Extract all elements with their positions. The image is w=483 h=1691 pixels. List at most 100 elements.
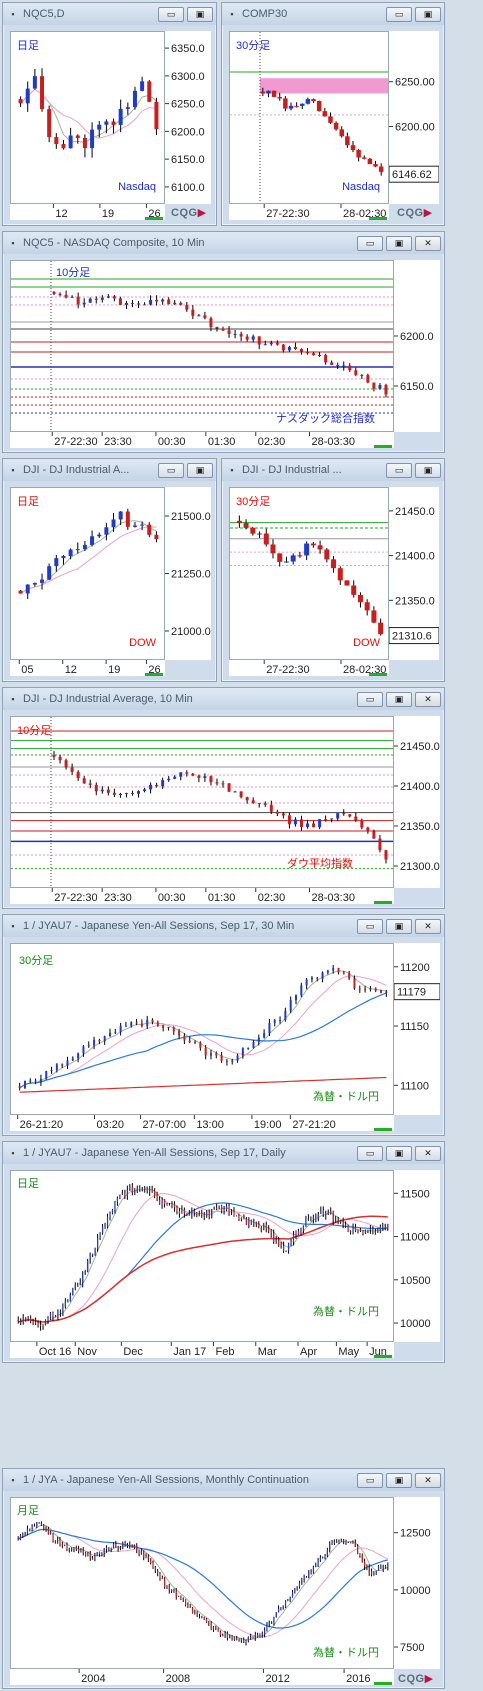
- restore-button[interactable]: ▣: [386, 691, 412, 707]
- chart-plot[interactable]: 10分足 ナスダック総合指数: [10, 260, 394, 432]
- moving-average-line: [17, 1524, 389, 1641]
- time-tick-label: 00:30: [158, 436, 186, 448]
- window-menu-icon[interactable]: ▪: [11, 1475, 15, 1485]
- candle-body: [359, 1553, 361, 1556]
- titlebar[interactable]: ▪ COMP30 ▭ ▣: [222, 3, 444, 25]
- candlestick-chart: [18, 508, 159, 600]
- time-tick-label: Feb: [216, 1346, 235, 1358]
- close-button[interactable]: ✕: [415, 1145, 441, 1161]
- time-tick-label: 23:30: [104, 436, 132, 448]
- chart-label-timeframe: 月足: [17, 1505, 39, 1517]
- minimize-button[interactable]: ▭: [357, 918, 383, 934]
- candle-body: [288, 105, 294, 109]
- restore-button[interactable]: ▣: [415, 462, 441, 478]
- titlebar[interactable]: ▪ 1 / JYAU7 - Japanese Yen-All Sessions,…: [3, 915, 444, 937]
- candle-body: [352, 1227, 354, 1231]
- minimize-button[interactable]: ▭: [158, 462, 184, 478]
- minimize-button[interactable]: ▭: [357, 1472, 383, 1488]
- window-menu-icon[interactable]: ▪: [11, 238, 15, 248]
- price-axis: 6250.00 6200.00 6146.62: [389, 31, 439, 204]
- minimize-button[interactable]: ▭: [386, 6, 412, 22]
- chart-plot[interactable]: 日足 Nasdaq: [10, 31, 165, 204]
- price-tick-label: 11000: [400, 1232, 430, 1244]
- candle-body: [50, 1069, 53, 1072]
- candle-body: [203, 776, 207, 778]
- close-button[interactable]: ✕: [415, 691, 441, 707]
- titlebar[interactable]: ▪ NQC5 - NASDAQ Composite, 10 Min ▭ ▣ ✕: [3, 232, 444, 254]
- chart-plot[interactable]: 月足 為替・ドル円: [10, 1497, 394, 1669]
- candle-body: [144, 1187, 146, 1190]
- titlebar[interactable]: ▪ DJI - DJ Industrial Average, 10 Min ▭ …: [3, 688, 444, 710]
- window-menu-icon[interactable]: ▪: [11, 465, 15, 475]
- titlebar[interactable]: ▪ DJI - DJ Industrial ... ▭ ▣: [222, 459, 444, 481]
- close-button[interactable]: ✕: [415, 918, 441, 934]
- titlebar[interactable]: ▪ 1 / JYAU7 - Japanese Yen-All Sessions,…: [3, 1142, 444, 1164]
- minimize-button[interactable]: ▭: [158, 6, 184, 22]
- candle-body: [29, 1528, 31, 1530]
- titlebar[interactable]: ▪ DJI - DJ Industrial A... ▭ ▣: [3, 459, 216, 481]
- restore-button[interactable]: ▣: [386, 1472, 412, 1488]
- candle-body: [154, 534, 159, 540]
- chart-label-timeframe: 日足: [17, 1178, 39, 1190]
- minimize-button[interactable]: ▭: [386, 462, 412, 478]
- close-button[interactable]: ✕: [415, 1472, 441, 1488]
- candle-body: [373, 1571, 375, 1573]
- candle-body: [343, 1540, 345, 1542]
- chart-plot[interactable]: 日足 DOW: [10, 487, 165, 660]
- candle-body: [201, 1212, 203, 1215]
- candle-body: [173, 1590, 175, 1592]
- window-menu-icon[interactable]: ▪: [230, 465, 234, 475]
- titlebar[interactable]: ▪ 1 / JYA - Japanese Yen-All Sessions, M…: [3, 1469, 444, 1491]
- candle-body: [156, 1196, 158, 1200]
- minimize-button[interactable]: ▭: [357, 1145, 383, 1161]
- candle-body: [197, 775, 201, 778]
- restore-button[interactable]: ▣: [187, 462, 213, 478]
- chart-plot[interactable]: 30分足 為替・ドル円: [10, 943, 394, 1115]
- candle-body: [305, 99, 311, 104]
- chart-plot[interactable]: 10分足 ダウ平均指数: [10, 716, 394, 888]
- candle-body: [88, 783, 92, 785]
- candle-body: [82, 302, 86, 305]
- candle-body: [312, 1217, 314, 1220]
- candle-body: [159, 1573, 161, 1579]
- candle-body: [203, 1617, 205, 1619]
- window-menu-icon[interactable]: ▪: [11, 1148, 15, 1158]
- candle-body: [68, 549, 73, 557]
- candle-body: [227, 783, 231, 792]
- chart-plot[interactable]: 日足 為替・ドル円: [10, 1170, 394, 1342]
- time-axis: 27-22:30 28-02:30: [229, 660, 389, 676]
- candle-body: [57, 1540, 59, 1542]
- chart-plot[interactable]: 30分足 DOW: [229, 487, 389, 660]
- close-button[interactable]: ✕: [415, 235, 441, 251]
- chart-plot[interactable]: 30分足 Nasdaq: [229, 31, 389, 204]
- candle-body: [196, 1612, 198, 1617]
- restore-button[interactable]: ▣: [415, 6, 441, 22]
- candle-body: [227, 330, 231, 334]
- restore-button[interactable]: ▣: [386, 918, 412, 934]
- titlebar[interactable]: ▪ NQC5,D ▭ ▣: [3, 3, 216, 25]
- candlestick-chart: [11, 717, 393, 887]
- restore-button[interactable]: ▣: [187, 6, 213, 22]
- window-menu-icon[interactable]: ▪: [230, 9, 234, 19]
- window-menu-icon[interactable]: ▪: [11, 921, 15, 931]
- restore-button[interactable]: ▣: [386, 1145, 412, 1161]
- minimize-button[interactable]: ▭: [357, 691, 383, 707]
- candle-body: [50, 1533, 52, 1535]
- candle-body: [210, 1623, 212, 1630]
- candle-body: [122, 1543, 124, 1548]
- candle-body: [124, 302, 128, 305]
- moving-average-line: [19, 970, 387, 1089]
- candle-body: [76, 771, 80, 779]
- window-comp30: ▪ COMP30 ▭ ▣ 30分足 Nasdaq 6250.00 6200.00 6…: [221, 2, 445, 226]
- candle-body: [103, 1036, 106, 1042]
- window-menu-icon[interactable]: ▪: [11, 694, 15, 704]
- restore-button[interactable]: ▣: [386, 235, 412, 251]
- minimize-button[interactable]: ▭: [357, 235, 383, 251]
- scroll-end-marker: [145, 673, 163, 676]
- candle-body: [82, 1046, 85, 1054]
- candle-body: [185, 304, 189, 310]
- candle-body: [182, 1599, 184, 1601]
- window-menu-icon[interactable]: ▪: [11, 9, 15, 19]
- candle-body: [215, 326, 219, 329]
- time-axis: 27-22:30 23:30 00:30 01:30 02:30 28-03:30: [10, 888, 394, 904]
